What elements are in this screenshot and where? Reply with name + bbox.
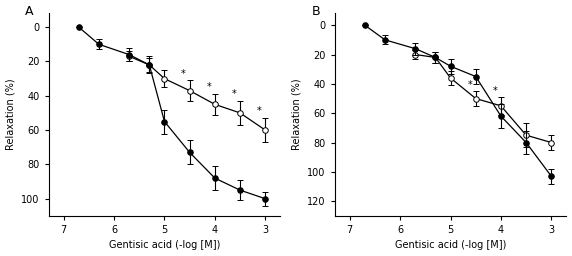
Y-axis label: Relaxation (%): Relaxation (%) — [292, 79, 301, 151]
Text: B: B — [311, 5, 320, 18]
Text: *: * — [257, 106, 261, 116]
Text: *: * — [206, 82, 211, 92]
Y-axis label: Relaxation (%): Relaxation (%) — [6, 79, 15, 151]
X-axis label: Gentisic acid (-log [M]): Gentisic acid (-log [M]) — [109, 240, 220, 250]
Text: A: A — [25, 5, 34, 18]
Text: *: * — [232, 89, 236, 99]
Text: *: * — [492, 86, 497, 95]
Text: *: * — [181, 69, 186, 79]
Text: *: * — [467, 80, 472, 90]
X-axis label: Gentisic acid (-log [M]): Gentisic acid (-log [M]) — [395, 240, 506, 250]
